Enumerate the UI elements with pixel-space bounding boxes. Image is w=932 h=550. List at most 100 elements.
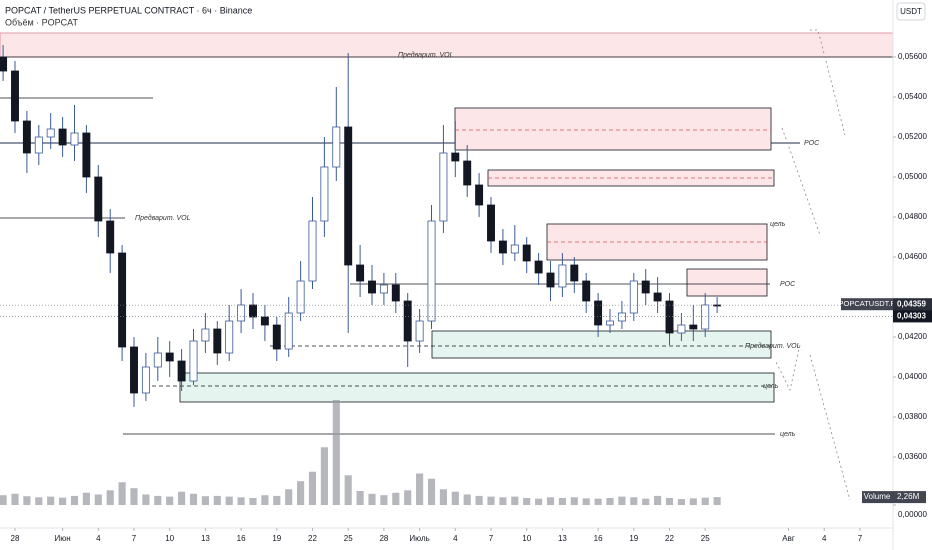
volume-bar — [273, 495, 281, 505]
candle-body — [641, 280, 650, 294]
candle-body — [570, 264, 579, 282]
x-tick-label: 16 — [237, 534, 246, 543]
candle-body — [594, 300, 603, 326]
volume-tag-name: Volume — [864, 492, 891, 501]
projection-arrow — [774, 344, 801, 392]
candle-body — [665, 300, 674, 334]
x-tick-label: 7 — [132, 534, 137, 543]
volume-bar — [35, 497, 43, 505]
volume-bar — [118, 482, 126, 505]
candle-body — [320, 166, 329, 222]
y-tick-label: 0,04600 — [898, 252, 927, 261]
volume-bar — [308, 471, 317, 505]
candle-body — [522, 244, 531, 262]
x-tick-label: 13 — [201, 534, 210, 543]
volume-bar — [701, 497, 709, 505]
volume-bar — [249, 498, 257, 505]
candle-body — [130, 346, 138, 394]
x-tick-label: 28 — [11, 534, 20, 543]
candle-body — [463, 160, 472, 186]
candle-body — [344, 126, 353, 266]
candle-body — [213, 328, 222, 354]
volume-bar — [392, 492, 400, 505]
volume-bar — [404, 490, 412, 505]
x-tick-label: 19 — [272, 534, 281, 543]
x-tick-label: Июн — [55, 534, 71, 543]
annotation: цель — [763, 383, 779, 390]
volume-bar — [582, 498, 590, 505]
currency[interactable]: USDT — [900, 7, 922, 16]
volume-bar — [558, 498, 566, 505]
x-tick-label: 22 — [665, 534, 674, 543]
x-tick-label: Авг — [782, 534, 795, 543]
zone — [431, 330, 772, 359]
annotation: Предварит. VOL — [135, 214, 191, 222]
volume-bar — [356, 491, 364, 505]
volume-bar — [70, 495, 79, 505]
annotation: Предварит. VOL — [745, 342, 801, 350]
candle-body — [582, 280, 591, 302]
x-tick-label: 7 — [858, 534, 863, 543]
zone — [0, 32, 894, 58]
zone — [454, 107, 772, 151]
volume-bar — [225, 496, 233, 505]
volume-bar — [11, 493, 19, 505]
y-tick-label: 0,04800 — [898, 212, 927, 221]
candle-body — [510, 244, 519, 254]
candle-body — [260, 316, 269, 326]
candle-body — [165, 352, 174, 362]
candle-body — [439, 152, 448, 222]
y-tick-label: 0,05600 — [898, 52, 927, 61]
candle-body — [534, 260, 543, 274]
candle-body — [606, 320, 614, 326]
price-tag-label: 0,04359 — [897, 299, 926, 308]
volume-bar — [320, 447, 328, 505]
projection-arrow — [809, 354, 851, 501]
volume-tag-label: 2,26M — [897, 492, 920, 501]
candle-body — [451, 152, 460, 162]
y-tick-label: 0,04000 — [898, 372, 927, 381]
currency-box[interactable] — [896, 2, 926, 21]
volume-bar — [618, 496, 626, 505]
volume-bar — [439, 489, 447, 505]
candle-body — [391, 284, 400, 302]
candle-body — [189, 340, 198, 382]
volume-bar — [154, 495, 162, 505]
volume-bar — [297, 481, 305, 505]
x-tick-label: 25 — [701, 534, 710, 543]
x-tick-label: 10 — [522, 534, 531, 543]
volume-bar — [677, 499, 685, 505]
candle-body — [106, 220, 115, 254]
volume-bar — [59, 497, 67, 505]
volume-tag-name-box — [862, 491, 893, 504]
volume-bar — [546, 497, 555, 505]
candle-body — [94, 176, 103, 222]
volume-bar — [166, 496, 174, 505]
zone — [686, 268, 768, 297]
x-tick-label: 16 — [594, 534, 603, 543]
candle-body — [558, 264, 567, 288]
volume-bar — [427, 478, 436, 505]
price-tag — [893, 310, 932, 323]
candle-body — [677, 324, 686, 334]
y-tick-label: 0,04200 — [898, 332, 927, 341]
candle-body — [0, 56, 8, 72]
volume-bar — [82, 492, 90, 505]
y2-tick-label: 0,00000 — [898, 510, 927, 519]
volume-bar — [451, 491, 459, 505]
candle-body — [379, 284, 388, 294]
candle-body — [689, 324, 698, 330]
volume-bar — [0, 495, 7, 505]
x-tick-label: 4 — [96, 534, 101, 543]
volume-bar — [23, 496, 31, 505]
volume-bar — [665, 498, 674, 505]
indicator-label: Объём · POPCAT — [5, 17, 79, 27]
volume-bar — [594, 498, 602, 505]
candle-body — [546, 272, 555, 288]
x-tick-label: 22 — [308, 534, 317, 543]
candle-body — [22, 120, 31, 154]
candle-body — [498, 240, 507, 254]
volume-bar — [416, 473, 424, 505]
volume-bar — [261, 495, 269, 505]
